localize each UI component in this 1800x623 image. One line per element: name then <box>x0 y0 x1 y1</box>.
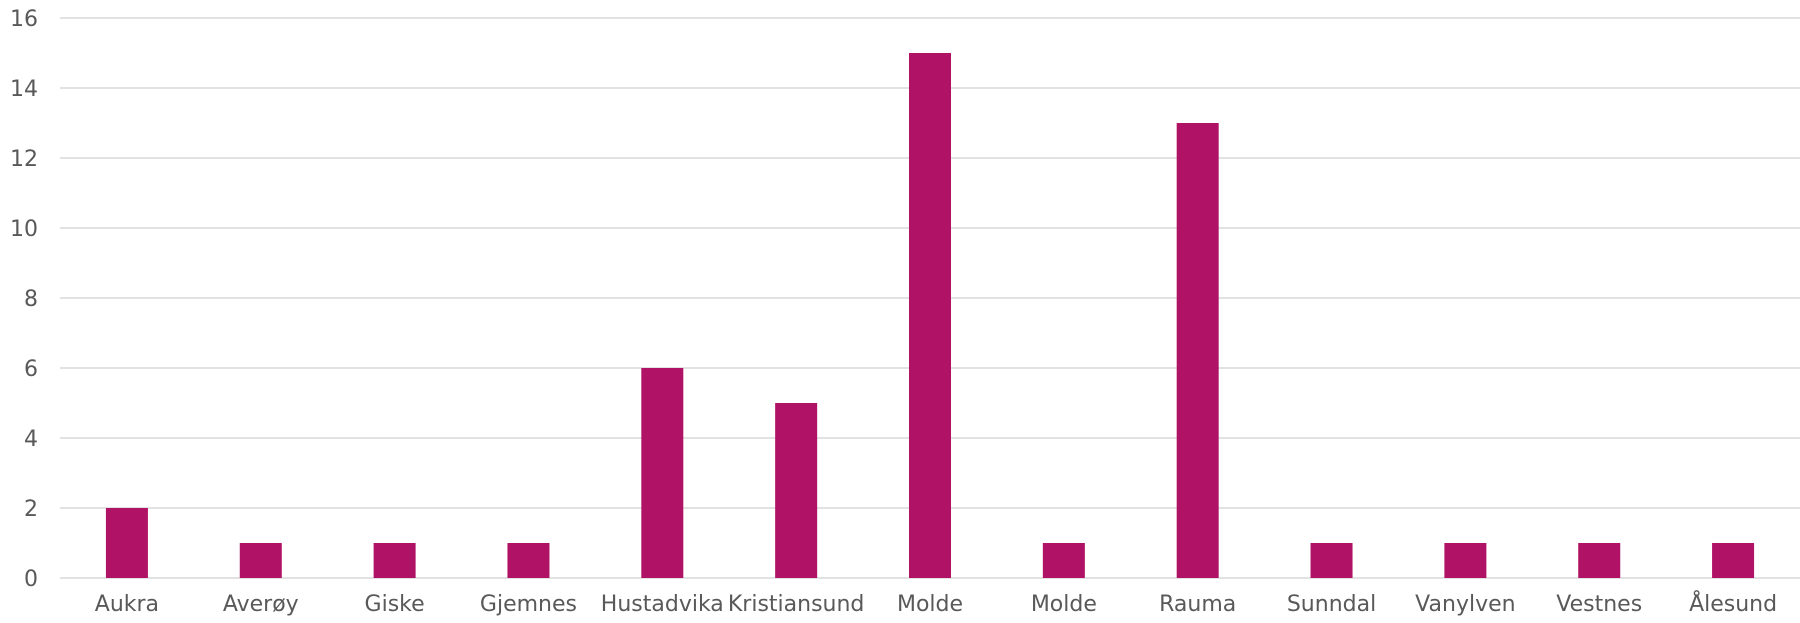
bar-7 <box>1042 543 1085 578</box>
bar-2 <box>373 543 416 578</box>
x-category-label: Kristiansund <box>728 592 865 617</box>
x-category-label: Sunndal <box>1287 592 1376 617</box>
x-category-label: Vestnes <box>1556 592 1642 617</box>
y-tick-label: 2 <box>24 497 38 522</box>
y-tick-label: 0 <box>24 567 38 592</box>
x-category-label: Aukra <box>95 592 159 617</box>
bars <box>105 53 1755 578</box>
y-axis-ticks: 0 2 4 6 8 10 12 14 16 <box>10 7 38 592</box>
x-category-label: Gjemnes <box>480 592 577 617</box>
bar-0 <box>105 508 148 578</box>
bar-8 <box>1176 123 1219 578</box>
bar-3 <box>507 543 550 578</box>
y-tick-label: 10 <box>10 217 38 242</box>
x-category-label: Vanylven <box>1415 592 1515 617</box>
bar-4 <box>641 368 684 578</box>
y-tick-label: 6 <box>24 357 38 382</box>
x-category-label: Rauma <box>1159 592 1236 617</box>
y-tick-label: 4 <box>24 427 38 452</box>
bar-5 <box>775 403 818 578</box>
x-axis-labels: Aukra Averøy Giske Gjemnes Hustadvika Kristia… <box>95 590 1777 617</box>
x-category-label: Giske <box>365 592 425 617</box>
y-tick-label: 8 <box>24 287 38 312</box>
bar-9 <box>1310 543 1353 578</box>
y-tick-label: 14 <box>10 77 38 102</box>
x-category-label: Molde <box>1031 592 1097 617</box>
bar-1 <box>239 543 282 578</box>
bar-11 <box>1578 543 1621 578</box>
x-category-label: Averøy <box>223 592 299 617</box>
bar-10 <box>1444 543 1487 578</box>
x-category-label: Molde <box>897 592 963 617</box>
x-category-label: Hustadvika <box>601 592 724 617</box>
y-tick-label: 16 <box>10 7 38 32</box>
bar-6 <box>909 53 951 578</box>
x-category-label: Ålesund <box>1689 590 1777 617</box>
bar-12 <box>1712 543 1755 578</box>
y-tick-label: 12 <box>10 147 38 172</box>
